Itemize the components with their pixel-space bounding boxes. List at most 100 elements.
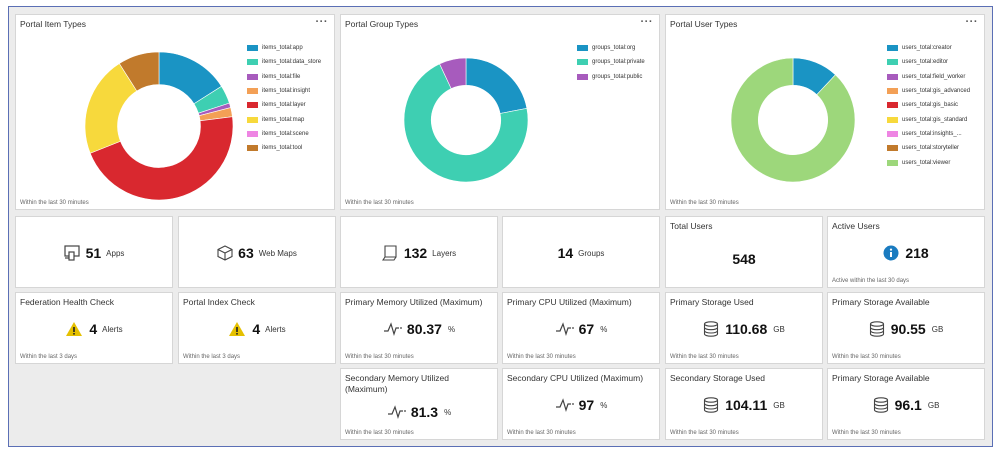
donut-slice-tool[interactable] bbox=[118, 51, 160, 92]
card-primary-storage-available[interactable]: Primary Storage Available 90.55 GB Withi… bbox=[827, 292, 985, 364]
apps-count: 51 bbox=[85, 245, 102, 261]
donut-slice-public[interactable] bbox=[439, 57, 467, 89]
legend-label: items_total:scene bbox=[262, 130, 309, 137]
legend-item[interactable]: items_total:layer bbox=[247, 98, 321, 112]
legend-item[interactable]: users_total:creator bbox=[887, 41, 970, 55]
legend-item[interactable]: users_total:field_worker bbox=[887, 70, 970, 84]
legend-label: users_total:gis_advanced bbox=[902, 88, 971, 95]
card-secondary-memory[interactable]: Secondary Memory Utilized (Maximum) 81.3… bbox=[340, 368, 498, 440]
card-title: Active Users bbox=[832, 221, 880, 231]
legend-item[interactable]: items_total:insight bbox=[247, 84, 321, 98]
donut-chart-users bbox=[730, 57, 856, 183]
card-portal-user-types: Portal User Types ··· users_total:creato… bbox=[665, 14, 985, 210]
card-secondary-cpu[interactable]: Secondary CPU Utilized (Maximum) 97 % Wi… bbox=[502, 368, 660, 440]
pulse-icon bbox=[383, 322, 402, 336]
legend-item[interactable]: users_total:editor bbox=[887, 55, 970, 69]
card-title: Portal Index Check bbox=[183, 297, 255, 307]
legend-item[interactable]: users_total:viewer bbox=[887, 155, 970, 169]
legend-label: users_total:insights_... bbox=[902, 130, 962, 137]
legend-item[interactable]: users_total:gis_advanced bbox=[887, 84, 970, 98]
donut-slice-viewer[interactable] bbox=[730, 57, 856, 183]
card-secondary-storage-available[interactable]: Primary Storage Available 96.1 GB Within… bbox=[827, 368, 985, 440]
legend-item[interactable]: items_total:app bbox=[247, 41, 321, 55]
donut-chart-groups bbox=[403, 57, 529, 183]
card-footer: Within the last 30 minutes bbox=[670, 430, 739, 436]
legend-item[interactable]: users_total:gis_basic bbox=[887, 98, 970, 112]
card-title: Secondary CPU Utilized (Maximum) bbox=[507, 373, 644, 383]
legend-swatch bbox=[887, 116, 898, 123]
donut-slice-org[interactable] bbox=[465, 57, 528, 114]
legend-swatch bbox=[247, 73, 258, 80]
legend-label: items_total:file bbox=[262, 73, 301, 80]
secondary-storage-available-unit: GB bbox=[927, 400, 940, 410]
legend-swatch bbox=[247, 102, 258, 109]
legend-swatch bbox=[887, 59, 898, 66]
card-footer: Within the last 30 minutes bbox=[345, 354, 414, 360]
legend-item[interactable]: items_total:file bbox=[247, 70, 321, 84]
secondary-storage-available-value: 96.1 bbox=[894, 397, 922, 413]
primary-cpu-value: 67 bbox=[578, 321, 595, 337]
warning-icon bbox=[66, 322, 83, 336]
legend-item[interactable]: groups_total:private bbox=[577, 55, 645, 69]
legend-swatch bbox=[887, 73, 898, 80]
more-options-icon[interactable]: ··· bbox=[965, 16, 978, 28]
legend-item[interactable]: groups_total:org bbox=[577, 41, 645, 55]
card-title: Primary CPU Utilized (Maximum) bbox=[507, 297, 632, 307]
card-title: Portal User Types bbox=[670, 19, 738, 29]
legend-swatch bbox=[247, 116, 258, 123]
card-apps[interactable]: 51 Apps bbox=[15, 216, 173, 288]
card-title: Primary Storage Available bbox=[832, 297, 930, 307]
legend-swatch bbox=[887, 130, 898, 137]
legend-item[interactable]: items_total:tool bbox=[247, 141, 321, 155]
donut-slice-layer[interactable] bbox=[89, 116, 234, 201]
legend-item[interactable]: users_total:storyteller bbox=[887, 141, 970, 155]
card-primary-cpu[interactable]: Primary CPU Utilized (Maximum) 67 % With… bbox=[502, 292, 660, 364]
card-federation-health[interactable]: Federation Health Check 4 Alerts Within … bbox=[15, 292, 173, 364]
card-footer: Within the last 30 minutes bbox=[20, 200, 89, 206]
legend-item[interactable]: items_total:map bbox=[247, 112, 321, 126]
card-title: Primary Storage Used bbox=[670, 297, 754, 307]
card-web-maps[interactable]: 63 Web Maps bbox=[178, 216, 336, 288]
legend-item[interactable]: groups_total:public bbox=[577, 70, 645, 84]
card-portal-group-types: Portal Group Types ··· groups_total:org g… bbox=[340, 14, 660, 210]
card-total-users[interactable]: Total Users 548 bbox=[665, 216, 823, 288]
layers-label: Layers bbox=[432, 248, 457, 258]
pulse-icon bbox=[555, 322, 574, 336]
card-footer: Within the last 30 minutes bbox=[670, 200, 739, 206]
legend-swatch bbox=[247, 59, 258, 66]
legend-swatch bbox=[887, 145, 898, 152]
legend-label: users_total:storyteller bbox=[902, 145, 960, 152]
legend-item[interactable]: items_total:data_store bbox=[247, 55, 321, 69]
apps-label: Apps bbox=[106, 248, 125, 258]
legend-swatch bbox=[247, 45, 258, 52]
primary-storage-available-value: 90.55 bbox=[890, 321, 926, 337]
legend-label: users_total:creator bbox=[902, 45, 952, 52]
card-layers[interactable]: 132 Layers bbox=[340, 216, 498, 288]
legend-item[interactable]: users_total:gis_standard bbox=[887, 112, 970, 126]
card-groups[interactable]: 14 Groups bbox=[502, 216, 660, 288]
web-maps-label: Web Maps bbox=[258, 248, 297, 258]
card-primary-memory[interactable]: Primary Memory Utilized (Maximum) 80.37 … bbox=[340, 292, 498, 364]
database-icon bbox=[873, 397, 888, 413]
card-title: Primary Storage Available bbox=[832, 373, 930, 383]
primary-cpu-unit: % bbox=[600, 324, 608, 334]
app-icon bbox=[63, 245, 80, 261]
more-options-icon[interactable]: ··· bbox=[315, 16, 328, 28]
legend-item[interactable]: items_total:scene bbox=[247, 127, 321, 141]
legend-swatch bbox=[247, 145, 258, 152]
donut-chart-items bbox=[84, 51, 234, 201]
primary-storage-used-unit: GB bbox=[773, 324, 785, 334]
secondary-cpu-value: 97 bbox=[578, 397, 595, 413]
card-portal-index-check[interactable]: Portal Index Check 4 Alerts Within the l… bbox=[178, 292, 336, 364]
more-options-icon[interactable]: ··· bbox=[640, 16, 653, 28]
groups-label: Groups bbox=[578, 248, 605, 258]
card-active-users[interactable]: Active Users 218 Active within the last … bbox=[827, 216, 985, 288]
pulse-icon bbox=[555, 398, 574, 412]
card-secondary-storage-used[interactable]: Secondary Storage Used 104.11 GB Within … bbox=[665, 368, 823, 440]
card-title: Portal Item Types bbox=[20, 19, 86, 29]
donut-slice-private[interactable] bbox=[403, 63, 529, 183]
card-primary-storage-used[interactable]: Primary Storage Used 110.68 GB Within th… bbox=[665, 292, 823, 364]
legend-swatch bbox=[577, 73, 588, 80]
legend-item[interactable]: users_total:insights_... bbox=[887, 127, 970, 141]
legend-users: users_total:creator users_total:editor use… bbox=[887, 41, 970, 170]
